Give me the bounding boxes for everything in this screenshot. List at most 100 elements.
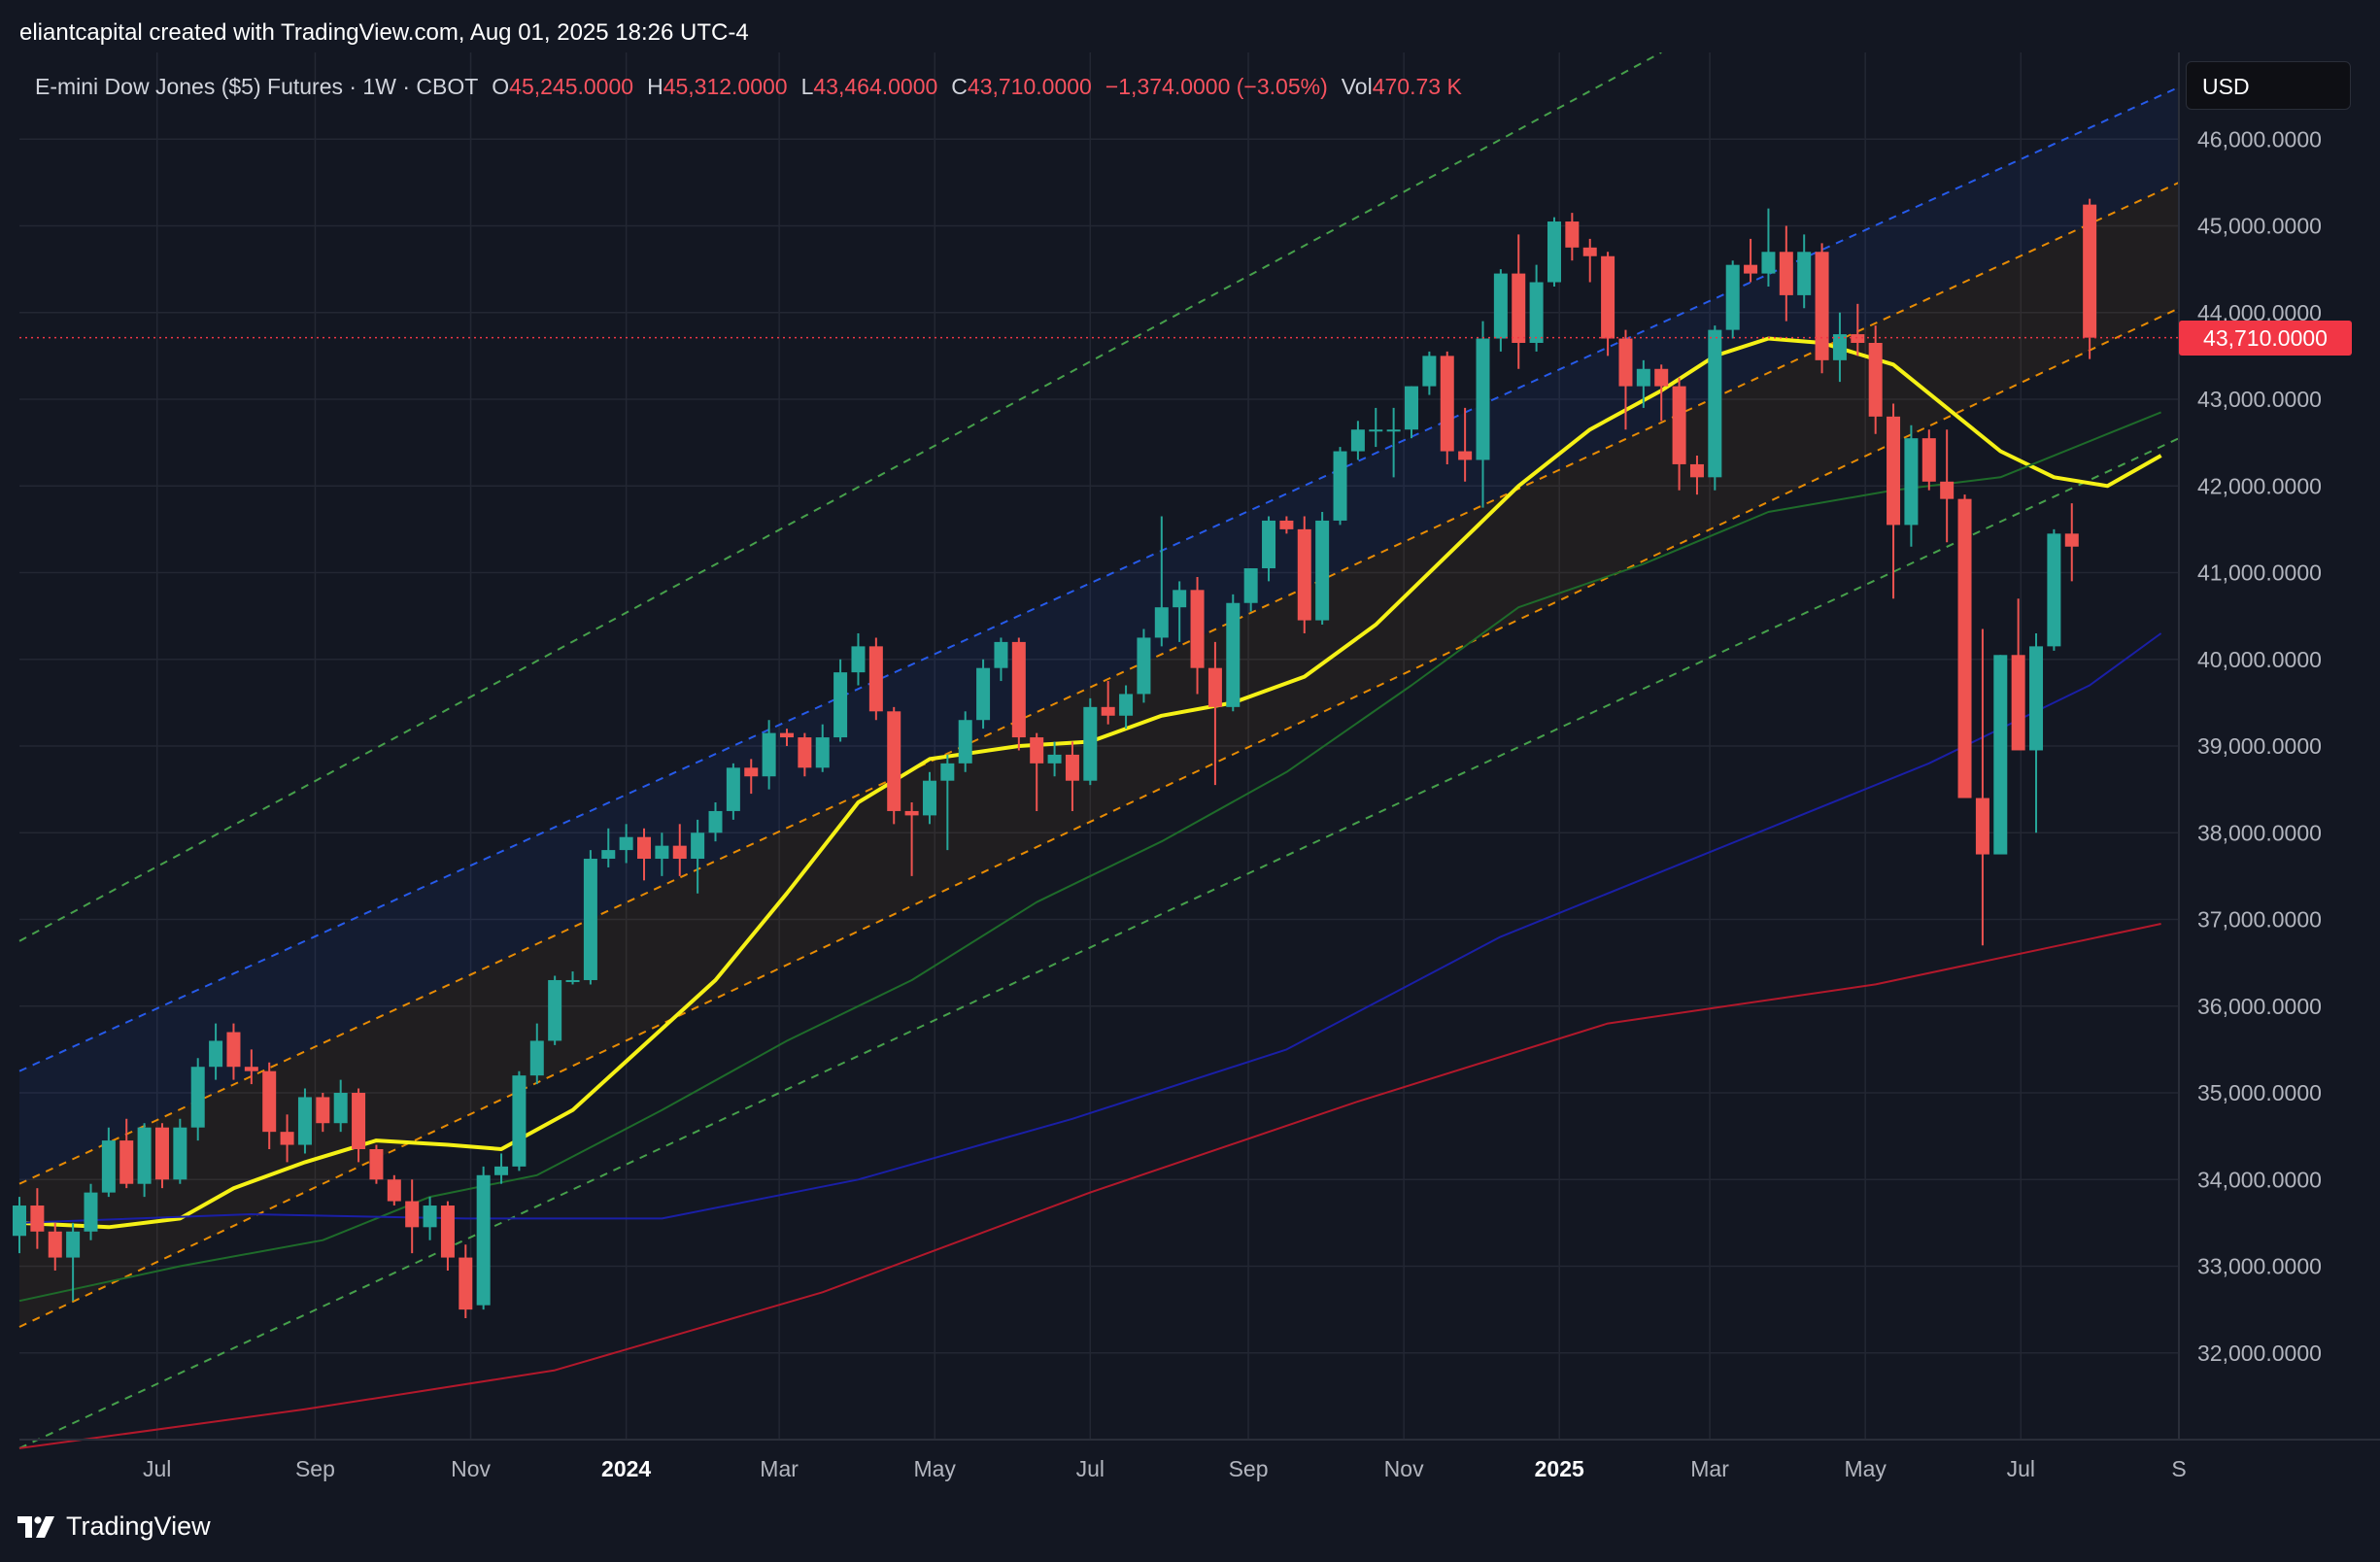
x-tick-label: Sep [295,1456,335,1481]
legend-symbol: E-mini Dow Jones ($5) Futures · 1W · CBO… [35,74,479,99]
candle [1904,424,1919,547]
candle-body [84,1192,98,1232]
legend-high-label: H [647,74,663,99]
candle [904,802,919,876]
candle [1636,359,1650,408]
candle-body [316,1097,330,1124]
candle-body [868,646,883,712]
candle [1101,681,1115,725]
candle [476,1166,491,1310]
candle [1940,429,1955,543]
candle-body [655,845,669,860]
axes: 32,000.0000 33,000.0000 34,000.0000 35,000.… [19,52,2380,1481]
candle-body [405,1201,420,1228]
candle-body [440,1205,455,1258]
candle [494,1153,509,1184]
candle [1315,512,1330,626]
candle-body [1493,273,1508,339]
candle [1350,421,1365,460]
candle [1887,403,1901,599]
candle-body [940,763,955,781]
candle [352,1088,366,1163]
candle-body [1476,338,1490,460]
candle [2083,198,2097,359]
candle-body [1582,247,1597,256]
candle [209,1023,223,1080]
legend-low-value: 43,464.0000 [813,74,938,99]
candle-body [280,1132,294,1145]
legend-open-label: O [492,74,510,99]
y-tick-label: 46,000.0000 [2197,126,2322,152]
candle [1689,456,1704,495]
candle-body [1047,754,1062,764]
y-tick-label: 42,000.0000 [2197,473,2322,498]
candle [101,1127,116,1198]
candle-body [459,1257,473,1310]
candle [1868,325,1883,434]
channel-line-blue-upper [18,85,2180,1072]
ma-red-line [18,923,2161,1449]
candle-body [137,1127,152,1184]
x-tick-label: Mar [1690,1456,1729,1481]
candle-body [2011,655,2025,751]
candle [1993,655,2008,855]
candle [1921,429,1936,491]
candle-body [1975,798,1989,855]
symbol-legend: E-mini Dow Jones ($5) Futures · 1W · CBO… [35,74,1462,100]
candle-body [2083,204,2097,338]
candle [1333,447,1347,526]
candle-body [922,780,936,816]
candle-body [762,732,776,777]
x-tick-label: 2025 [1535,1456,1584,1481]
tradingview-logo[interactable]: TradingView [17,1511,211,1542]
candle [887,706,901,825]
candle-body [976,667,991,721]
candle-body [1993,655,2008,855]
candle [333,1079,348,1133]
candle [405,1179,420,1254]
candle-body [1779,252,1793,295]
candle-body [1940,481,1955,499]
candle-body [744,767,759,777]
candle-body [30,1205,45,1232]
candle [173,1118,187,1184]
candle [1975,628,1989,946]
candle [779,729,794,746]
candle [1957,494,1972,798]
x-tick-label: May [1844,1456,1887,1481]
candle-body [851,646,866,673]
candle [2011,598,2025,751]
candle-body [119,1140,134,1184]
candle-body [1708,329,1722,478]
candle [190,1058,205,1141]
candle [940,754,955,851]
candle-body [1405,386,1419,430]
candle [1440,351,1454,464]
candle-body [1832,334,1847,360]
candle [84,1183,98,1240]
candle [137,1123,152,1198]
candle-body [1904,438,1919,526]
candle-body [101,1140,116,1193]
candle [1547,217,1561,287]
currency-button[interactable]: USD [2186,61,2351,110]
candle-body [190,1067,205,1128]
candle [1083,697,1098,786]
candle-body [1262,520,1276,569]
candle-body [1333,451,1347,521]
candle [762,720,776,790]
candle-body [887,711,901,811]
candle [726,763,740,820]
channel-band-blue [19,86,2179,1184]
candle-body [333,1093,348,1124]
candle-body [1744,264,1758,274]
candle-body [1190,590,1205,668]
candle [1618,329,1633,430]
candle [529,1023,544,1085]
candle [1815,243,1829,374]
candle [1173,581,1187,642]
x-tick-label: Jul [143,1456,171,1481]
candle-body [529,1040,544,1076]
candle-body [1243,568,1258,603]
